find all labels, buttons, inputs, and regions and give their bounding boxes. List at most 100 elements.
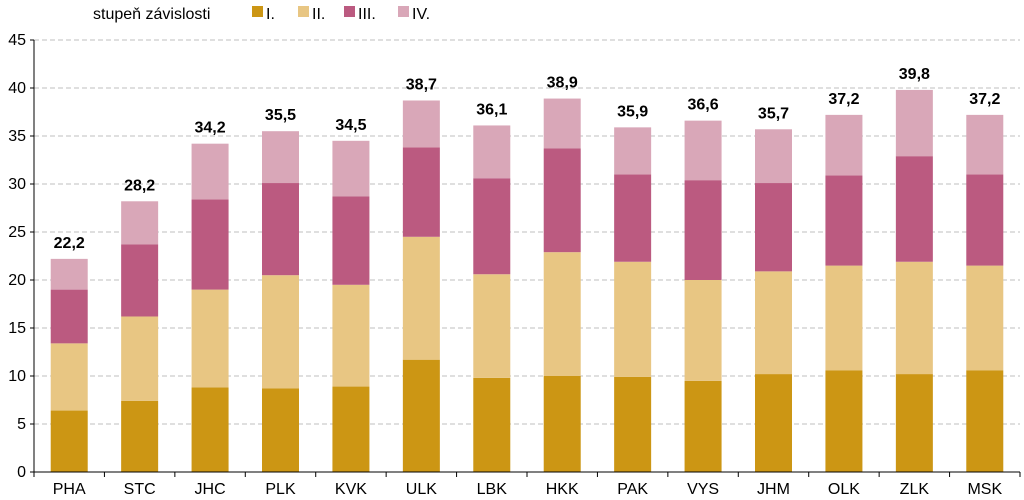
y-tick-label: 0: [17, 464, 26, 481]
total-label-jhm: 35,7: [758, 105, 789, 122]
bar-segment-ii-vys: [684, 280, 722, 381]
bar-segment-iii-olk: [825, 175, 863, 266]
bar-segment-iv-ulk: [402, 100, 440, 148]
total-label-kvk: 34,5: [335, 117, 366, 134]
legend-swatch: [252, 6, 263, 17]
bar-segment-ii-olk: [825, 265, 863, 371]
bar-segment-iii-msk: [966, 174, 1004, 266]
bar-segment-iv-msk: [966, 114, 1004, 175]
bar-segment-iv-jhc: [191, 143, 229, 200]
bar-segment-ii-kvk: [332, 284, 370, 387]
x-tick-label-jhm: JHM: [757, 481, 790, 498]
bar-segment-iii-pak: [614, 174, 652, 262]
bar-segment-iv-jhm: [755, 129, 792, 184]
bar-segment-ii-pak: [614, 261, 652, 377]
bar-segment-i-jhm: [755, 374, 792, 472]
bar-segment-iv-pak: [614, 127, 652, 175]
x-axis-ticks: PHA STC JHC PLK KVK ULK LBK HKK PAK VYS JHM OLK ZLK M…: [33, 472, 1021, 498]
legend-swatch: [344, 6, 355, 17]
bar-segment-iv-lbk: [473, 125, 511, 179]
bar-segment-iv-vys: [684, 120, 722, 181]
y-tick-label: 5: [17, 416, 26, 433]
bar-segment-i-msk: [966, 370, 1004, 472]
x-tick-label-plk: PLK: [265, 481, 296, 498]
bar-segment-i-vys: [684, 380, 722, 472]
bar-segment-iii-jhm: [755, 183, 792, 272]
total-label-jhc: 34,2: [195, 120, 226, 137]
total-label-pha: 22,2: [54, 235, 85, 252]
x-tick-label-lbk: LBK: [477, 481, 508, 498]
bar-segment-iii-hkk: [543, 148, 581, 253]
bar-segment-ii-msk: [966, 265, 1004, 371]
total-label-hkk: 38,9: [547, 75, 578, 92]
total-label-stc: 28,2: [124, 177, 155, 194]
bar-segment-i-kvk: [332, 386, 370, 472]
x-tick-label-kvk: KVK: [335, 481, 367, 498]
bar-segment-ii-zlk: [895, 261, 933, 375]
total-label-plk: 35,5: [265, 107, 296, 124]
x-tick-label-stc: STC: [124, 481, 156, 498]
legend-swatch: [398, 6, 409, 17]
total-label-vys: 36,6: [688, 97, 719, 114]
bar-segment-i-ulk: [402, 359, 440, 472]
x-tick-label-zlk: ZLK: [900, 481, 930, 498]
bar-segment-i-stc: [121, 400, 159, 472]
total-label-lbk: 36,1: [476, 101, 507, 118]
y-tick-label: 25: [8, 224, 26, 241]
bar-segment-i-olk: [825, 370, 863, 472]
legend: stupeň závislosti I. II. III. IV.: [93, 6, 430, 23]
bars: [50, 89, 1004, 472]
x-tick-label-ulk: ULK: [406, 481, 437, 498]
bar-segment-iii-kvk: [332, 196, 370, 285]
bar-segment-i-hkk: [543, 376, 581, 472]
bar-segment-iii-pha: [50, 289, 88, 344]
y-tick-label: 15: [8, 320, 26, 337]
y-tick-label: 10: [8, 368, 26, 385]
legend-entry: IV.: [412, 6, 430, 23]
x-tick-label-jhc: JHC: [195, 481, 226, 498]
y-tick-label: 40: [8, 80, 26, 97]
legend-entry: I.: [266, 6, 275, 23]
bar-segment-i-pha: [50, 410, 88, 472]
total-label-olk: 37,2: [828, 91, 859, 108]
x-tick-label-pak: PAK: [617, 481, 648, 498]
bar-segment-ii-ulk: [402, 236, 440, 360]
bar-segment-iii-vys: [684, 180, 722, 280]
legend-title: stupeň závislosti: [93, 6, 210, 23]
bar-segment-iv-hkk: [543, 98, 581, 149]
y-tick-label: 30: [8, 176, 26, 193]
x-tick-label-hkk: HKK: [546, 481, 579, 498]
bar-segment-iv-plk: [262, 131, 299, 184]
total-label-ulk: 38,7: [406, 76, 437, 93]
bar-segment-ii-jhm: [755, 271, 792, 375]
total-label-pak: 35,9: [617, 103, 648, 120]
bar-segment-iv-olk: [825, 114, 863, 176]
bar-segment-iv-stc: [121, 201, 159, 245]
bar-segment-iv-kvk: [332, 140, 370, 197]
y-axis-ticks: 0 5 10 15 20 25 30 35 40 45: [8, 32, 34, 481]
bar-segment-i-lbk: [473, 377, 511, 472]
bar-segment-ii-hkk: [543, 252, 581, 376]
total-labels: 22,2 28,2 34,2 35,5 34,5 38,7 36,1 38,9 35,9 36,6…: [54, 66, 1001, 252]
total-label-zlk: 39,8: [899, 66, 930, 83]
y-tick-label: 35: [8, 128, 26, 145]
legend-entry: II.: [312, 6, 325, 23]
bar-segment-i-plk: [262, 388, 299, 472]
legend-entry: III.: [358, 6, 376, 23]
bar-segment-iii-ulk: [402, 147, 440, 237]
bar-segment-ii-stc: [121, 316, 159, 401]
bar-segment-i-jhc: [191, 387, 229, 472]
bar-segment-iv-zlk: [895, 89, 933, 157]
bar-segment-iii-stc: [121, 244, 159, 317]
bar-segment-iii-lbk: [473, 178, 511, 275]
bar-segment-iv-pha: [50, 258, 88, 290]
legend-swatch: [298, 6, 309, 17]
x-tick-label-olk: OLK: [828, 481, 860, 498]
bar-segment-ii-plk: [262, 275, 299, 389]
bar-segment-i-pak: [614, 376, 652, 472]
y-tick-label: 45: [8, 32, 26, 49]
bar-segment-iii-zlk: [895, 156, 933, 262]
bar-segment-ii-jhc: [191, 289, 229, 388]
bar-segment-ii-pha: [50, 343, 88, 411]
